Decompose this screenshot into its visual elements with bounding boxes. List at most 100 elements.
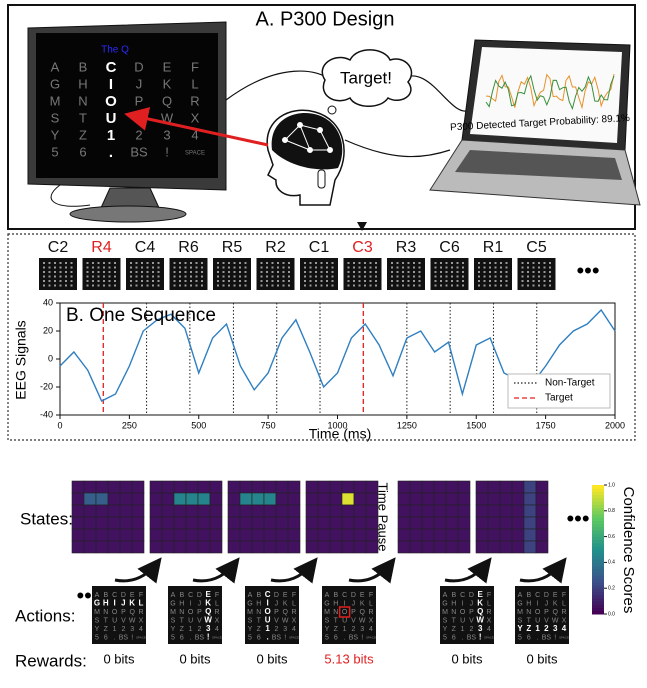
state-cell (397, 480, 411, 494)
thumb-dot (315, 275, 317, 278)
action-letter: T (527, 617, 532, 624)
action-letter: D (544, 592, 549, 599)
thumb-dot (549, 280, 551, 282)
thumb-dot (130, 280, 132, 282)
thumb-dot (103, 266, 105, 269)
thumb-dot (549, 275, 551, 278)
thumb-dot (445, 271, 448, 273)
thumb-dot (375, 271, 377, 273)
action-letter: M (324, 609, 330, 616)
thumb-dot (418, 275, 421, 278)
action-letter: T (452, 617, 457, 624)
grid-letter: Y (51, 127, 60, 142)
state-cell (287, 540, 301, 554)
thumb-dot (152, 284, 154, 287)
grid-letter: SPACE (185, 151, 205, 157)
colorbar-step (592, 607, 604, 612)
action-letter: SPACE (484, 635, 494, 639)
thumb-dot (114, 262, 116, 264)
thumb-dot (413, 280, 415, 282)
thumb-dot (103, 284, 105, 287)
thumb-dot (391, 275, 393, 278)
thumb-dot (184, 280, 187, 282)
thumb-dot (434, 262, 437, 264)
thumb-dot (97, 284, 100, 287)
flash-label: C2 (48, 239, 69, 256)
colorbar-step (592, 604, 604, 609)
state-cell (499, 540, 513, 554)
thumb-dot (173, 271, 176, 273)
thumb-dot (358, 280, 361, 282)
thumb-dot (527, 284, 529, 287)
thumb-dot (505, 284, 508, 287)
action-letter: Q (552, 609, 558, 616)
action-letter: 5 (171, 634, 175, 641)
y-tick-label: 20 (43, 325, 53, 335)
thumb-dot (527, 262, 529, 264)
state-cell (107, 504, 121, 518)
state-cell (305, 540, 319, 554)
state-cell (317, 492, 331, 506)
grid-letter: K (163, 76, 172, 91)
thumb-dot (440, 275, 442, 278)
state-cell (119, 492, 133, 506)
thumb-dot (222, 284, 225, 287)
thumb-dot (260, 262, 263, 264)
thumb-dot (43, 271, 45, 273)
state-cell (397, 528, 411, 542)
grid-letter: I (109, 76, 113, 93)
action-letter: 4 (139, 626, 143, 633)
colorbar-label: Confidence Scores (620, 487, 637, 614)
grid-letter: M (50, 93, 61, 108)
state-cell (197, 480, 211, 494)
thumb-dot (233, 266, 236, 269)
thumb-dot (532, 271, 535, 273)
thumb-dot (141, 275, 143, 278)
thumb-dot (195, 275, 198, 278)
action-letter: H (333, 600, 338, 607)
action-letter: C (112, 592, 117, 599)
state-cell (209, 480, 223, 494)
thumb-dot (54, 280, 56, 282)
state-cell (341, 492, 355, 506)
thumb-dot (505, 262, 508, 264)
action-letter: . (462, 634, 464, 641)
head (266, 109, 345, 206)
y-tick-label: -40 (40, 409, 53, 419)
thumb-dot (277, 271, 279, 273)
thumb-dot (54, 266, 56, 269)
grid-letter: D (134, 59, 143, 74)
colorbar-step (592, 562, 604, 567)
state-cell (499, 516, 513, 530)
more: ••• (576, 258, 599, 283)
state-cell (511, 528, 525, 542)
action-letter: 3 (283, 626, 287, 633)
colorbar-step (592, 549, 604, 554)
thumb-dot (114, 266, 116, 269)
state-cell (263, 480, 277, 494)
state-cell (263, 540, 277, 554)
action-letter: Z (104, 626, 109, 633)
colorbar-tick-label: 0.6 (608, 534, 615, 540)
action-letter: F (562, 592, 566, 599)
action-letter: I (266, 599, 268, 608)
thumb-dot (146, 271, 149, 273)
thumb-dot (440, 266, 442, 269)
thumb-dot (364, 284, 366, 287)
action-letter: U (535, 617, 540, 624)
state-cell (511, 480, 525, 494)
state-cell (499, 492, 513, 506)
state-cell (275, 540, 289, 554)
state-cell (475, 492, 489, 506)
action-letter: C (188, 592, 193, 599)
state-cell (365, 492, 379, 506)
grid-letter: U (106, 110, 117, 127)
colorbar-step (592, 510, 604, 515)
state-cell (433, 540, 447, 554)
thumb-dot (549, 271, 551, 273)
thumb-dot (489, 271, 491, 273)
state-cell (197, 540, 211, 554)
flash-label: C1 (309, 239, 330, 256)
state-cell (329, 480, 343, 494)
action-letter: F (369, 592, 373, 599)
